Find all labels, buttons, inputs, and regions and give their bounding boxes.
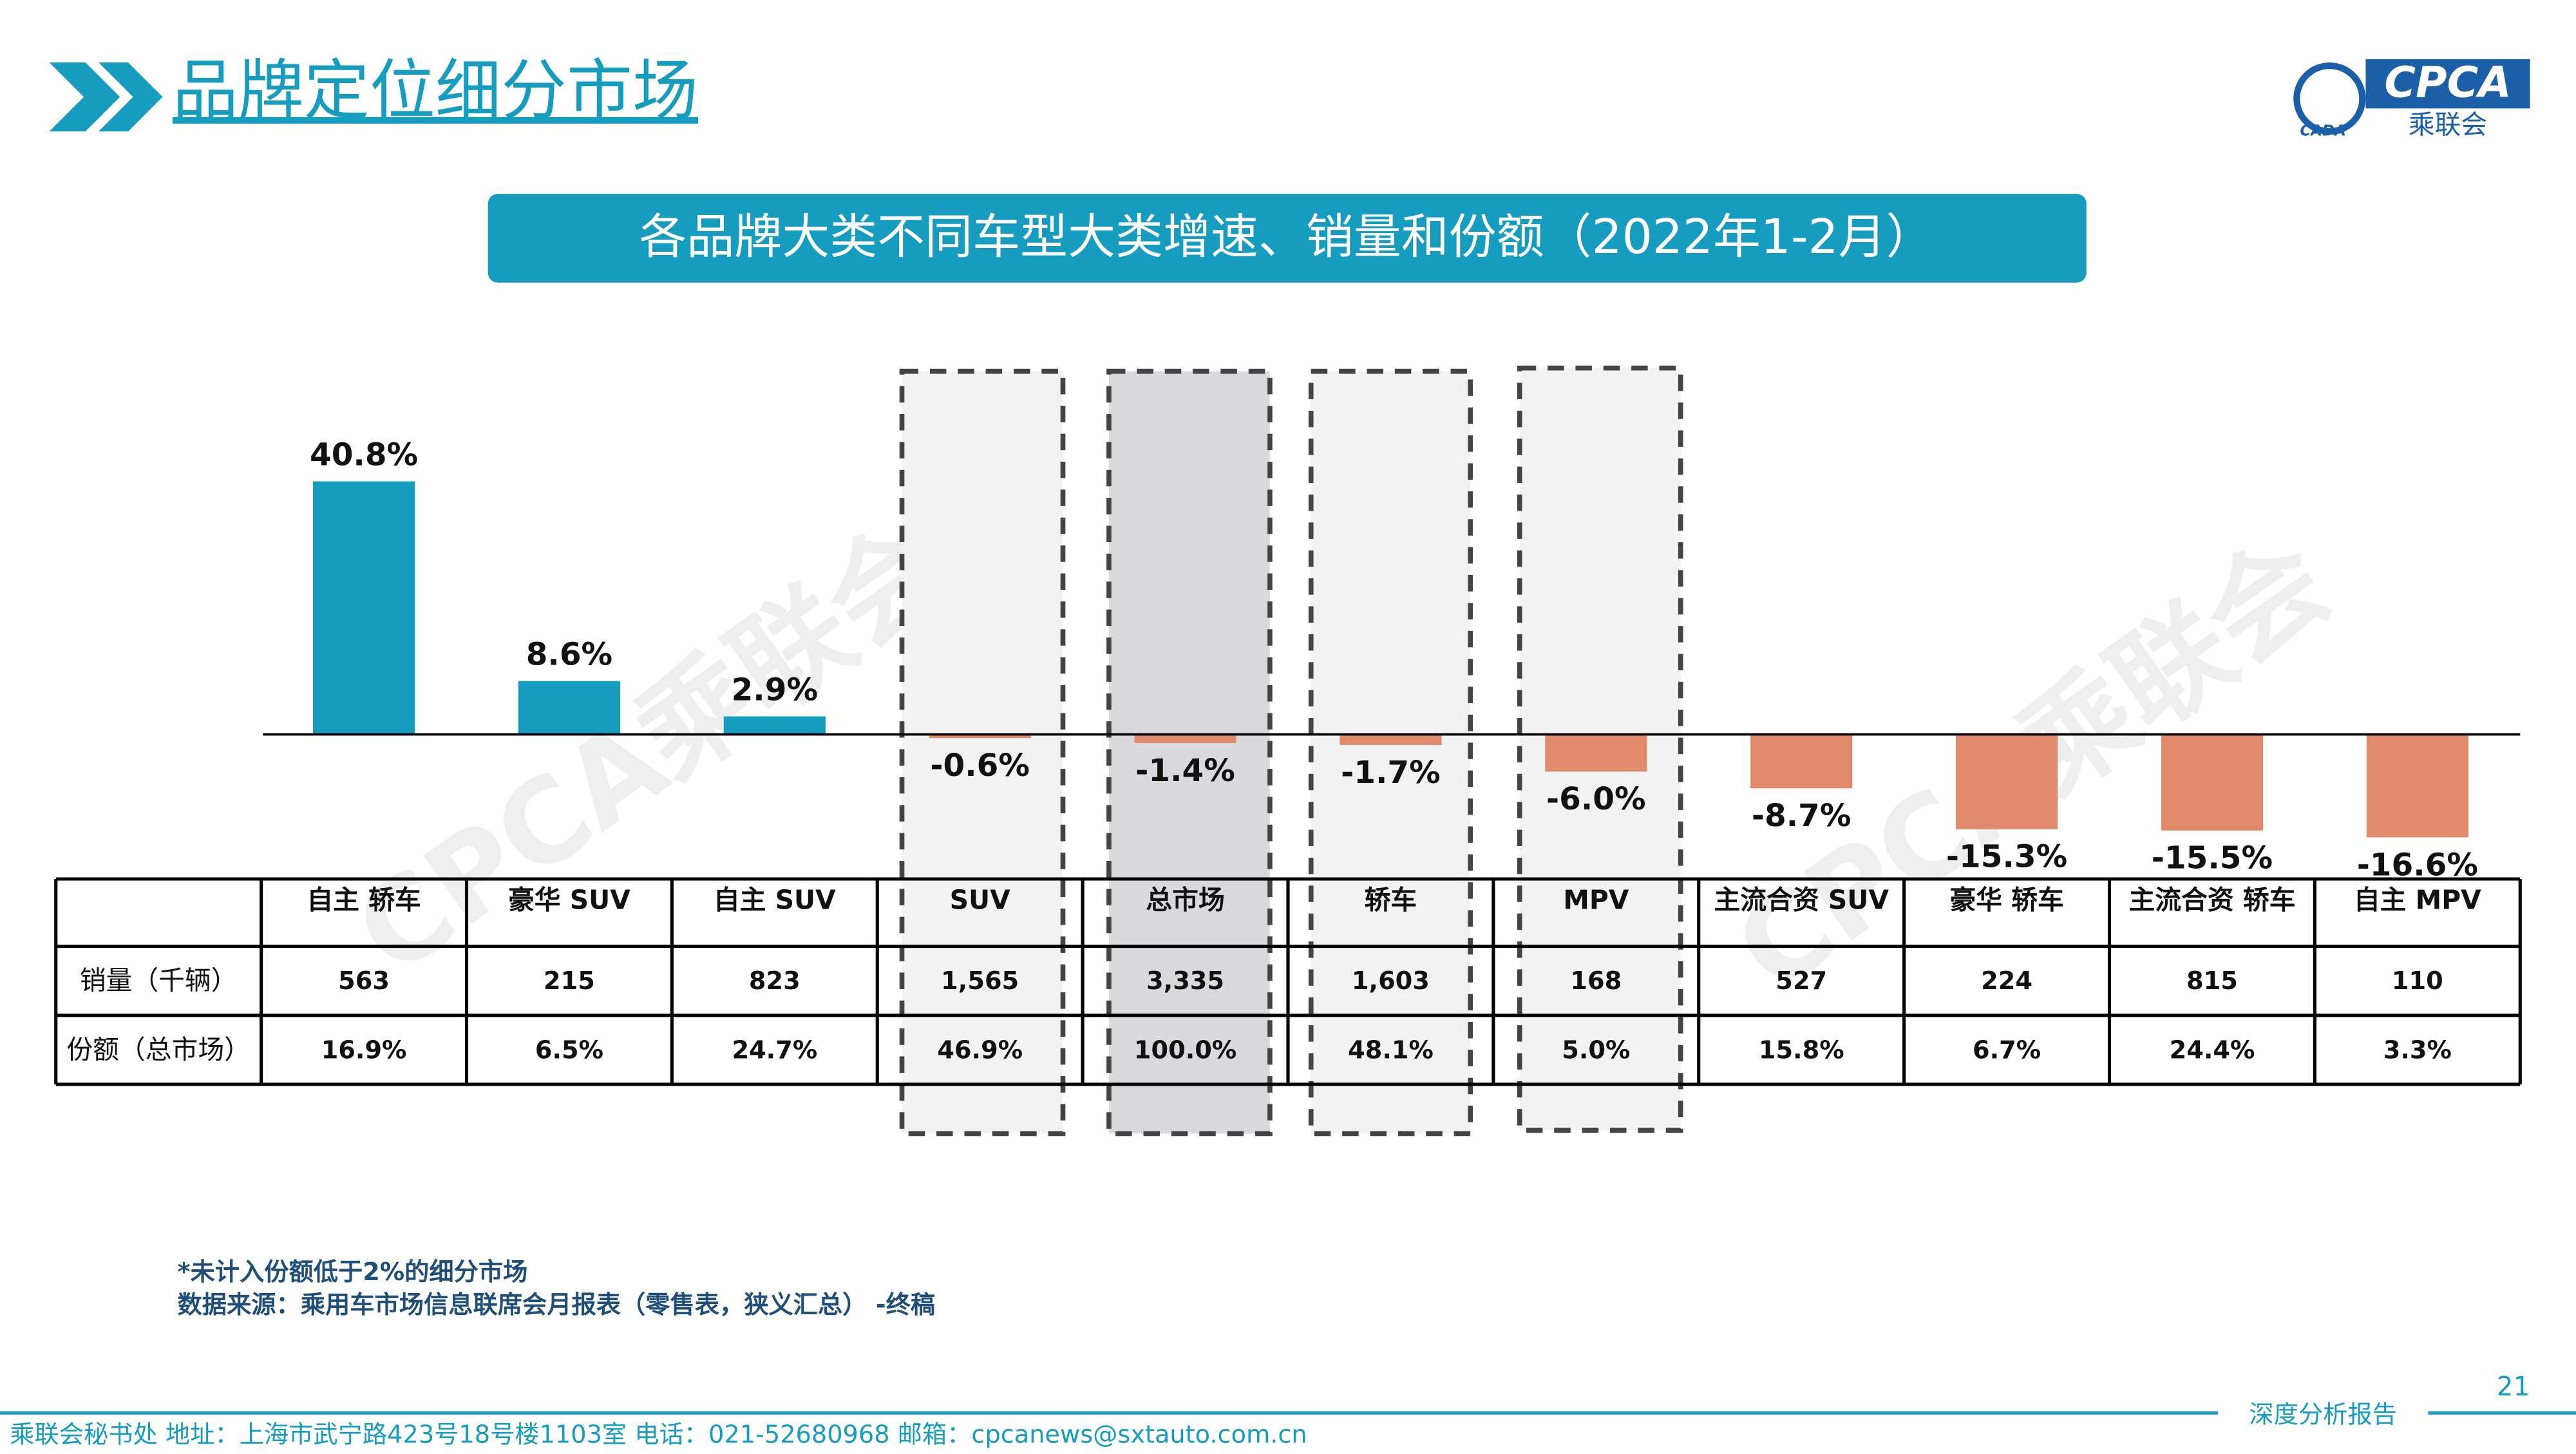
highlight-box xyxy=(1308,368,1473,1137)
column-header: 总市场 xyxy=(1146,885,1224,916)
footer-text: 乘联会秘书处 地址：上海市武宁路423号18号楼1103室 电话：021-526… xyxy=(10,1420,1307,1449)
table-cell: 24.4% xyxy=(2170,1035,2255,1064)
table-cell: 6.5% xyxy=(535,1035,603,1064)
logo-sub: 乘联会 xyxy=(2409,109,2487,140)
chevron xyxy=(99,62,163,132)
column-header: 豪华 轿车 xyxy=(1949,885,2063,916)
logo-small: CADA xyxy=(2300,123,2345,140)
row-label: 份额（总市场） xyxy=(66,1034,251,1065)
table-cell: 100.0% xyxy=(1134,1035,1236,1064)
table-cell: 168 xyxy=(1570,967,1622,996)
table-cell: 815 xyxy=(2186,967,2238,996)
table-cell: 5.0% xyxy=(1562,1035,1630,1064)
chevron xyxy=(49,62,120,132)
highlight-box xyxy=(899,368,1066,1137)
table-cell: 527 xyxy=(1776,967,1827,996)
bar xyxy=(2366,734,2468,838)
column-header: SUV xyxy=(950,885,1011,916)
table-cell: 110 xyxy=(2392,967,2443,996)
data-label: -1.7% xyxy=(1341,755,1441,791)
bar xyxy=(723,716,826,735)
bar xyxy=(1750,734,1853,789)
subtitle-box xyxy=(488,194,2087,283)
logo-text: CPCA xyxy=(2384,57,2511,108)
column-header: 轿车 xyxy=(1365,885,1417,916)
table-cell: 46.9% xyxy=(937,1035,1023,1064)
chart-title: 各品牌大类不同车型大类增速、销量和份额（2022年1-2月） xyxy=(639,209,1933,265)
page-title: 品牌定位细分市场 xyxy=(173,53,698,129)
column-header: 主流合资 SUV xyxy=(1714,885,1889,916)
bar xyxy=(1955,734,2058,829)
row-label: 销量（千辆） xyxy=(80,965,238,996)
table-cell: 224 xyxy=(1981,967,2032,996)
logo-mark xyxy=(2293,62,2366,135)
data-label: -1.4% xyxy=(1135,753,1235,789)
data-label: -8.7% xyxy=(1752,798,1852,834)
bar xyxy=(2161,734,2264,831)
data-label: 2.9% xyxy=(732,672,818,708)
logo-box xyxy=(2365,59,2530,109)
highlight-box xyxy=(1106,368,1273,1137)
data-label: -15.5% xyxy=(2152,840,2273,876)
column-header: 自主 MPV xyxy=(2354,885,2481,916)
table-cell: 16.9% xyxy=(321,1035,407,1064)
table-cell: 1,565 xyxy=(941,967,1019,996)
report-label: 深度分析报告 xyxy=(2249,1400,2396,1429)
table-cell: 6.7% xyxy=(1973,1035,2041,1064)
data-label: -15.3% xyxy=(1946,839,2067,875)
note: 数据来源：乘用车市场信息联席会月报表（零售表，狭义汇总） -终稿 xyxy=(178,1290,936,1319)
table-cell: 563 xyxy=(338,967,390,996)
table-cell: 1,603 xyxy=(1352,967,1430,996)
column-header: 主流合资 轿车 xyxy=(2128,885,2295,916)
note: *未计入份额低于2%的细分市场 xyxy=(178,1258,528,1287)
bar xyxy=(1134,734,1236,743)
data-label: -6.0% xyxy=(1546,781,1646,817)
bar xyxy=(929,734,1031,739)
data-label: -0.6% xyxy=(930,748,1030,784)
column-header: 豪华 SUV xyxy=(508,885,630,916)
data-label: 8.6% xyxy=(526,636,612,672)
chart: 40.8% 8.6% 2.9% -0.6% -1.4% -1.7% -6.0% -8.7% -1… xyxy=(54,437,2522,1086)
column-header: 自主 SUV xyxy=(714,885,836,916)
table-cell: 24.7% xyxy=(732,1035,817,1064)
page-number: 21 xyxy=(2497,1371,2530,1402)
table-cell: 15.8% xyxy=(1759,1035,1844,1064)
table-cell: 3,335 xyxy=(1146,967,1224,996)
table-cell: 3.3% xyxy=(2383,1035,2452,1064)
column-header: MPV xyxy=(1563,885,1629,916)
bar xyxy=(518,681,621,735)
bar xyxy=(312,481,415,735)
bar xyxy=(1340,734,1442,745)
data-label: -16.6% xyxy=(2357,847,2478,883)
table-cell: 215 xyxy=(544,967,595,996)
table-cell: 823 xyxy=(749,967,800,996)
column-header: 自主 轿车 xyxy=(307,885,421,916)
table-cell: 48.1% xyxy=(1348,1035,1434,1064)
bar xyxy=(1545,734,1647,772)
data-label: 40.8% xyxy=(310,437,418,473)
